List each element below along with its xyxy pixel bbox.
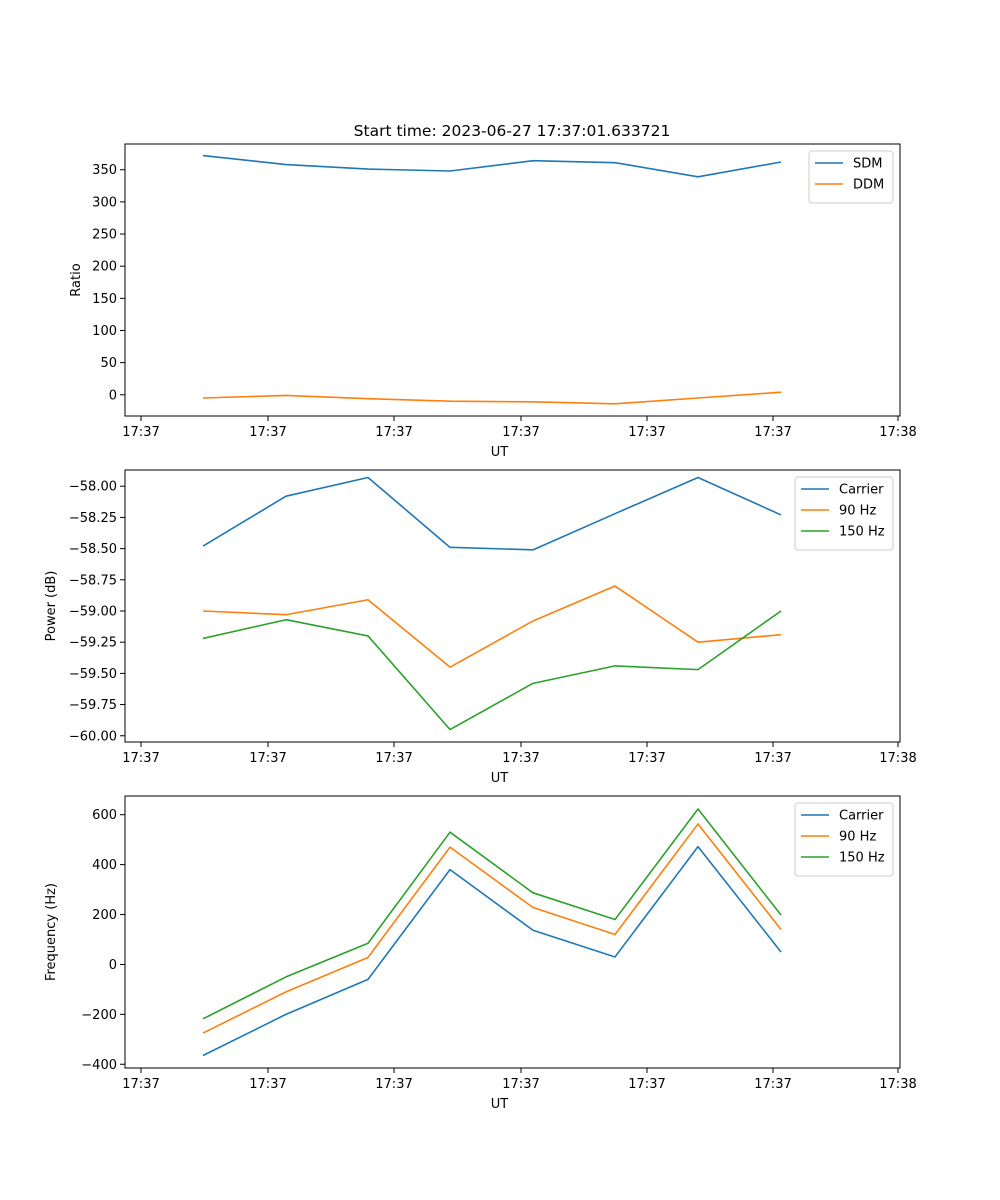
x-tick-label: 17:37 — [375, 751, 412, 766]
y-tick-label: −60.00 — [69, 729, 117, 744]
y-tick-label: 0 — [109, 388, 117, 403]
x-tick-label: 17:37 — [249, 1077, 286, 1092]
y-tick-label: 200 — [92, 260, 117, 275]
legend: Carrier 90 Hz 150 Hz — [794, 476, 894, 551]
y-tick-label: −200 — [81, 1008, 117, 1023]
figure-title: Start time: 2023-06-27 17:37:01.633721 — [354, 122, 671, 140]
x-tick-label: 17:37 — [249, 751, 286, 766]
y-tick-label: 300 — [92, 195, 117, 210]
x-axis-label: UT — [491, 1097, 509, 1112]
x-tick-label: 17:37 — [375, 1077, 412, 1092]
charts-container: 17:37 17:37 17:37 17:37 17:37 17:37 17:38 0 50 10… — [44, 143, 917, 1112]
y-tick-label: 600 — [92, 808, 117, 823]
y-tick-label: −58.75 — [69, 573, 117, 588]
x-tick-label: 17:37 — [502, 751, 539, 766]
x-tick-label: 17:37 — [628, 751, 665, 766]
legend: SDM DDM — [808, 150, 894, 204]
x-tick-label: 17:38 — [879, 751, 916, 766]
legend: Carrier 90 Hz 150 Hz — [794, 802, 894, 877]
series-line-150-hz — [202, 808, 782, 1020]
y-axis-label: Frequency (Hz) — [44, 883, 59, 981]
legend-entry: 90 Hz — [839, 504, 876, 519]
legend-entry: 90 Hz — [839, 830, 876, 845]
y-tick-label: 50 — [100, 356, 117, 371]
x-axis-label: UT — [491, 445, 509, 460]
legend-entry: DDM — [853, 178, 884, 193]
y-tick-label: 400 — [92, 858, 117, 873]
y-tick-label: 150 — [92, 292, 117, 307]
y-tick-label: −59.75 — [69, 698, 117, 713]
y-tick-label: 100 — [92, 324, 117, 339]
x-tick-label: 17:37 — [754, 751, 791, 766]
y-tick-label: −400 — [81, 1058, 117, 1073]
y-axis-label: Ratio — [69, 263, 84, 296]
series-line-150-hz — [202, 610, 782, 731]
series-line-carrier — [202, 476, 782, 551]
x-tick-label: 17:37 — [375, 425, 412, 440]
legend-entry: Carrier — [839, 809, 884, 824]
x-tick-label: 17:37 — [502, 425, 539, 440]
y-tick-label: 250 — [92, 228, 117, 243]
axes-frame — [124, 795, 901, 1069]
x-tick-label: 17:37 — [754, 425, 791, 440]
legend-entry: Carrier — [839, 483, 884, 498]
series-line-90-hz — [202, 585, 782, 668]
y-tick-label: −59.25 — [69, 636, 117, 651]
x-tick-label: 17:38 — [879, 1077, 916, 1092]
y-tick-label: −59.50 — [69, 667, 117, 682]
chart-panel-2: 17:37 17:37 17:37 17:37 17:37 17:37 17:38 −60.0… — [44, 469, 917, 786]
x-tick-label: 17:37 — [122, 1077, 159, 1092]
x-tick-label: 17:37 — [122, 425, 159, 440]
y-axis-label: Power (dB) — [44, 571, 59, 642]
y-tick-label: −58.50 — [69, 542, 117, 557]
y-tick-label: −58.00 — [69, 480, 117, 495]
series-line-ddm — [202, 391, 782, 405]
x-tick-label: 17:37 — [502, 1077, 539, 1092]
x-tick-label: 17:38 — [879, 425, 916, 440]
x-tick-label: 17:37 — [628, 425, 665, 440]
legend-box — [808, 150, 894, 204]
series-line-carrier — [202, 845, 782, 1057]
axes-frame — [124, 469, 901, 743]
legend-entry: 150 Hz — [839, 851, 885, 866]
series-line-sdm — [202, 154, 782, 178]
y-tick-label: −59.00 — [69, 604, 117, 619]
legend-entry: SDM — [853, 157, 882, 172]
chart-panel-3: 17:37 17:37 17:37 17:37 17:37 17:37 17:38 −400 −… — [44, 795, 917, 1112]
chart-panel-1: 17:37 17:37 17:37 17:37 17:37 17:37 17:38 0 50 10… — [69, 143, 917, 460]
y-tick-label: 350 — [92, 163, 117, 178]
legend-entry: 150 Hz — [839, 525, 885, 540]
y-tick-label: 0 — [109, 958, 117, 973]
series-line-90-hz — [202, 823, 782, 1034]
y-tick-label: 200 — [92, 908, 117, 923]
x-tick-label: 17:37 — [122, 751, 159, 766]
x-tick-label: 17:37 — [754, 1077, 791, 1092]
axes-frame — [124, 143, 901, 417]
x-tick-label: 17:37 — [249, 425, 286, 440]
y-tick-label: −58.25 — [69, 511, 117, 526]
x-tick-label: 17:37 — [628, 1077, 665, 1092]
x-axis-label: UT — [491, 771, 509, 786]
